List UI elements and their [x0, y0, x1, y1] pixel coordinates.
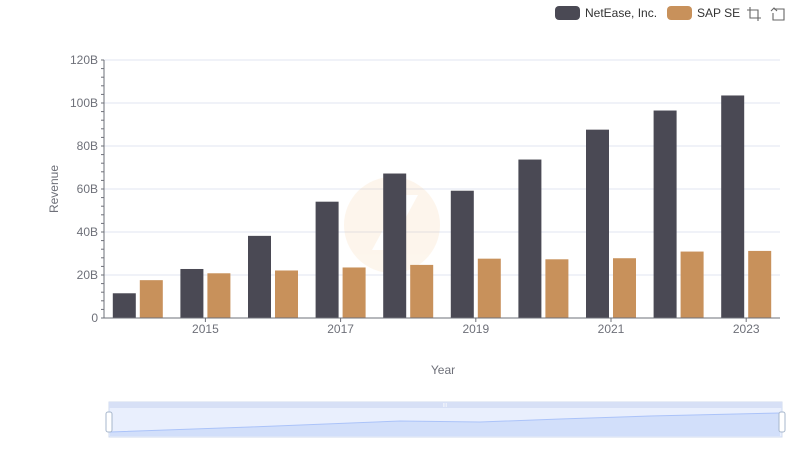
y-tick-label: 20B [77, 268, 98, 282]
bar-netease-2021[interactable] [586, 129, 609, 318]
bar-sap-2015[interactable] [207, 273, 231, 318]
legend: NetEase, Inc. SAP SE [555, 4, 750, 22]
data-zoom-top-bar[interactable] [109, 402, 782, 408]
legend-swatch-sap [667, 6, 693, 20]
bar-netease-2022[interactable] [653, 110, 677, 319]
y-tick-label: 80B [77, 139, 98, 153]
bars [112, 95, 772, 319]
x-axis-label: Year [431, 363, 455, 377]
bar-sap-2018[interactable] [410, 264, 434, 318]
toolbox [746, 6, 786, 22]
y-tick-label: 60B [77, 182, 98, 196]
bar-netease-2020[interactable] [518, 159, 542, 318]
bar-netease-2016[interactable] [248, 235, 271, 318]
x-tick-label: 2019 [462, 322, 489, 336]
x-tick-label: 2021 [598, 322, 625, 336]
bar-sap-2019[interactable] [477, 258, 501, 318]
legend-item-sap[interactable]: SAP SE [667, 6, 740, 20]
bar-sap-2017[interactable] [342, 267, 366, 318]
x-tick-label: 2015 [192, 322, 219, 336]
y-tick-label: 120B [70, 53, 98, 67]
legend-swatch-netease [555, 6, 580, 20]
y-tick-label: 100B [70, 96, 98, 110]
bar-sap-2023[interactable] [748, 250, 772, 318]
bar-netease-2023[interactable] [721, 95, 745, 318]
bar-sap-2014[interactable] [139, 280, 163, 318]
data-zoom-slider[interactable]: III [105, 401, 786, 438]
x-tick-label: 2017 [327, 322, 354, 336]
bar-netease-2019[interactable] [450, 190, 474, 318]
x-tick-label: 2023 [733, 322, 760, 336]
bar-netease-2015[interactable] [180, 268, 204, 318]
legend-label-netease: NetEase, Inc. [585, 6, 658, 20]
data-zoom-left-handle[interactable] [105, 411, 113, 433]
zoom-reset-icon[interactable] [770, 6, 786, 22]
bar-sap-2020[interactable] [545, 259, 569, 318]
bar-sap-2021[interactable] [613, 258, 636, 318]
bar-netease-2017[interactable] [315, 201, 339, 318]
bar-netease-2014[interactable] [112, 293, 136, 318]
zoom-icon[interactable] [746, 6, 762, 22]
bar-sap-2016[interactable] [275, 270, 298, 318]
y-tick-label: 0 [91, 311, 98, 325]
y-axis-label: Revenue [47, 165, 61, 213]
data-zoom-right-handle[interactable] [778, 411, 786, 433]
bar-sap-2022[interactable] [680, 251, 704, 318]
bar-netease-2018[interactable] [383, 173, 407, 318]
y-tick-label: 40B [77, 225, 98, 239]
legend-label-sap: SAP SE [697, 6, 741, 20]
gridlines [104, 59, 780, 276]
legend-item-netease[interactable]: NetEase, Inc. [555, 6, 657, 20]
data-zoom-move-handle[interactable]: III [443, 403, 447, 409]
axes: 0 20B 40B 60B 80B 100B 120B 2015 2017 2019 2021 202… [70, 53, 780, 336]
